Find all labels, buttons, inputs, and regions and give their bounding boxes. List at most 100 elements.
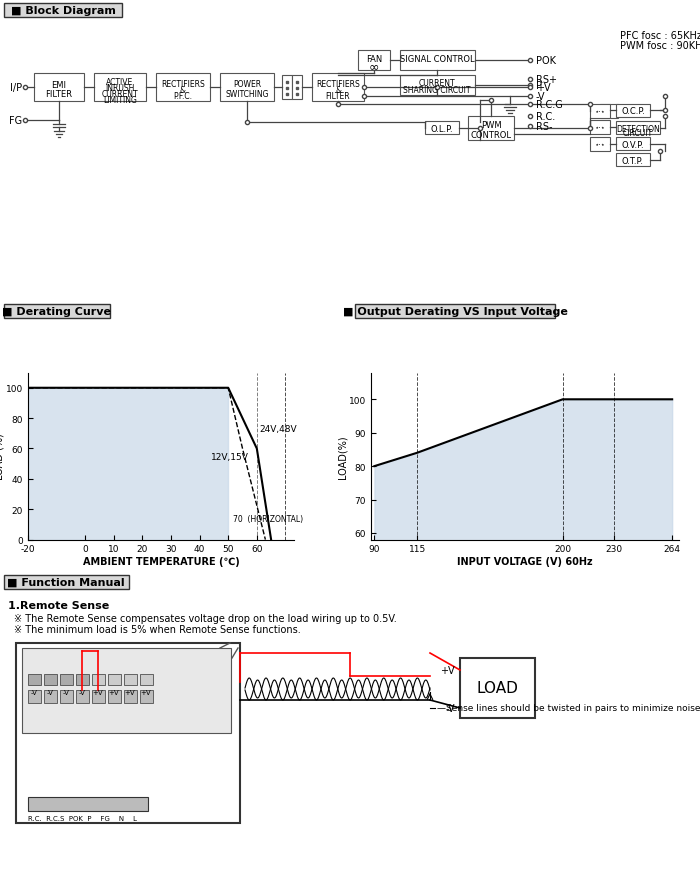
Text: 1.Remote Sense: 1.Remote Sense (8, 601, 109, 610)
Circle shape (46, 694, 54, 702)
Text: ■ Derating Curve: ■ Derating Curve (3, 306, 111, 317)
Circle shape (116, 799, 126, 810)
Bar (156, 74, 210, 102)
Text: P: P (536, 81, 542, 91)
Text: PWM fosc : 90KHz: PWM fosc : 90KHz (620, 41, 700, 51)
Text: &: & (180, 85, 186, 95)
Bar (600, 104, 618, 119)
Bar (468, 117, 514, 140)
Circle shape (163, 786, 177, 800)
Circle shape (30, 694, 38, 702)
Bar (124, 690, 137, 703)
Circle shape (137, 786, 151, 800)
Text: I/P: I/P (10, 83, 22, 93)
Text: RECTIFIERS: RECTIFIERS (316, 79, 360, 89)
Text: LIMITING: LIMITING (103, 96, 137, 104)
Text: RECTIFIERS: RECTIFIERS (161, 79, 205, 89)
Text: R.C.: R.C. (536, 112, 555, 122)
Circle shape (142, 694, 150, 702)
Circle shape (90, 786, 104, 800)
Text: -V: -V (536, 92, 545, 102)
Text: SHARING CIRCUIT: SHARING CIRCUIT (403, 85, 470, 95)
Text: -V: -V (445, 703, 455, 713)
Circle shape (126, 694, 134, 702)
Text: CURRENT: CURRENT (102, 90, 139, 98)
Bar (312, 74, 364, 102)
Bar (590, 138, 610, 152)
Circle shape (82, 799, 92, 810)
Text: FAN: FAN (366, 54, 382, 63)
Circle shape (77, 786, 91, 800)
Bar (16, 644, 240, 823)
Text: FILTER: FILTER (46, 90, 73, 98)
Bar (28, 690, 41, 703)
Circle shape (133, 799, 143, 810)
Text: INRUSH: INRUSH (105, 83, 134, 92)
Bar (124, 674, 137, 685)
Bar (140, 690, 153, 703)
Text: PFC fosc : 65KHz: PFC fosc : 65KHz (620, 31, 700, 41)
Bar (44, 674, 57, 685)
Bar (76, 674, 89, 685)
Text: CONTROL: CONTROL (470, 130, 512, 140)
Text: ■ Output Derating VS Input Voltage: ■ Output Derating VS Input Voltage (342, 306, 568, 317)
Text: EMI: EMI (52, 81, 66, 90)
Text: CIRCUIT: CIRCUIT (623, 129, 653, 139)
Text: R.C.G: R.C.G (536, 100, 563, 110)
Bar (4, 305, 110, 319)
Bar (94, 74, 146, 102)
X-axis label: INPUT VOLTAGE (V) 60Hz: INPUT VOLTAGE (V) 60Hz (457, 557, 593, 566)
Text: 70  (HORIZONTAL): 70 (HORIZONTAL) (233, 515, 303, 524)
Bar (34, 74, 84, 102)
Bar (60, 674, 73, 685)
Text: 12V,15V: 12V,15V (211, 452, 249, 461)
Bar (355, 305, 555, 319)
Circle shape (150, 786, 164, 800)
Circle shape (64, 786, 78, 800)
Text: RS+: RS+ (536, 75, 557, 85)
Text: -V: -V (62, 689, 69, 695)
Text: +V: +V (440, 666, 455, 675)
Bar (282, 76, 292, 100)
Circle shape (124, 786, 138, 800)
Circle shape (110, 694, 118, 702)
Bar (616, 138, 650, 151)
Text: PWM: PWM (481, 121, 501, 130)
Text: SIGNAL CONTROL: SIGNAL CONTROL (400, 54, 475, 63)
Bar (460, 658, 535, 718)
Bar (108, 674, 121, 685)
Bar (60, 690, 73, 703)
Text: FILTER: FILTER (326, 91, 350, 100)
Bar (22, 648, 231, 733)
Circle shape (99, 799, 109, 810)
Text: ⋆⋅⋆: ⋆⋅⋆ (594, 125, 606, 131)
Text: SWITCHING: SWITCHING (225, 90, 269, 98)
Bar (400, 51, 475, 71)
Bar (590, 104, 610, 119)
Text: +V: +V (108, 689, 119, 695)
Text: +V: +V (141, 689, 151, 695)
Text: +V: +V (125, 689, 135, 695)
Circle shape (94, 694, 102, 702)
Text: +V: +V (536, 83, 551, 93)
Text: ■ Block Diagram: ■ Block Diagram (10, 6, 116, 16)
Circle shape (62, 694, 70, 702)
Text: -V: -V (31, 689, 37, 695)
Text: LOAD: LOAD (477, 680, 519, 695)
Text: ⋆⋅⋆: ⋆⋅⋆ (594, 142, 606, 148)
Bar (425, 122, 459, 135)
Bar (400, 76, 475, 96)
X-axis label: AMBIENT TEMPERATURE (℃): AMBIENT TEMPERATURE (℃) (83, 557, 239, 566)
Text: ACTIVE: ACTIVE (106, 77, 134, 86)
Circle shape (65, 799, 75, 810)
Text: -V: -V (78, 689, 85, 695)
Text: CURRENT: CURRENT (419, 78, 455, 88)
Text: O.C.P.: O.C.P. (621, 107, 645, 117)
Bar (616, 122, 660, 135)
Bar (28, 797, 148, 811)
Text: ※ The minimum load is 5% when Remote Sense functions.: ※ The minimum load is 5% when Remote Sen… (14, 624, 301, 634)
Text: ⋆⋅⋆: ⋆⋅⋆ (594, 109, 606, 115)
Bar (92, 690, 105, 703)
Text: -V: -V (47, 689, 53, 695)
Text: POK: POK (536, 56, 556, 66)
